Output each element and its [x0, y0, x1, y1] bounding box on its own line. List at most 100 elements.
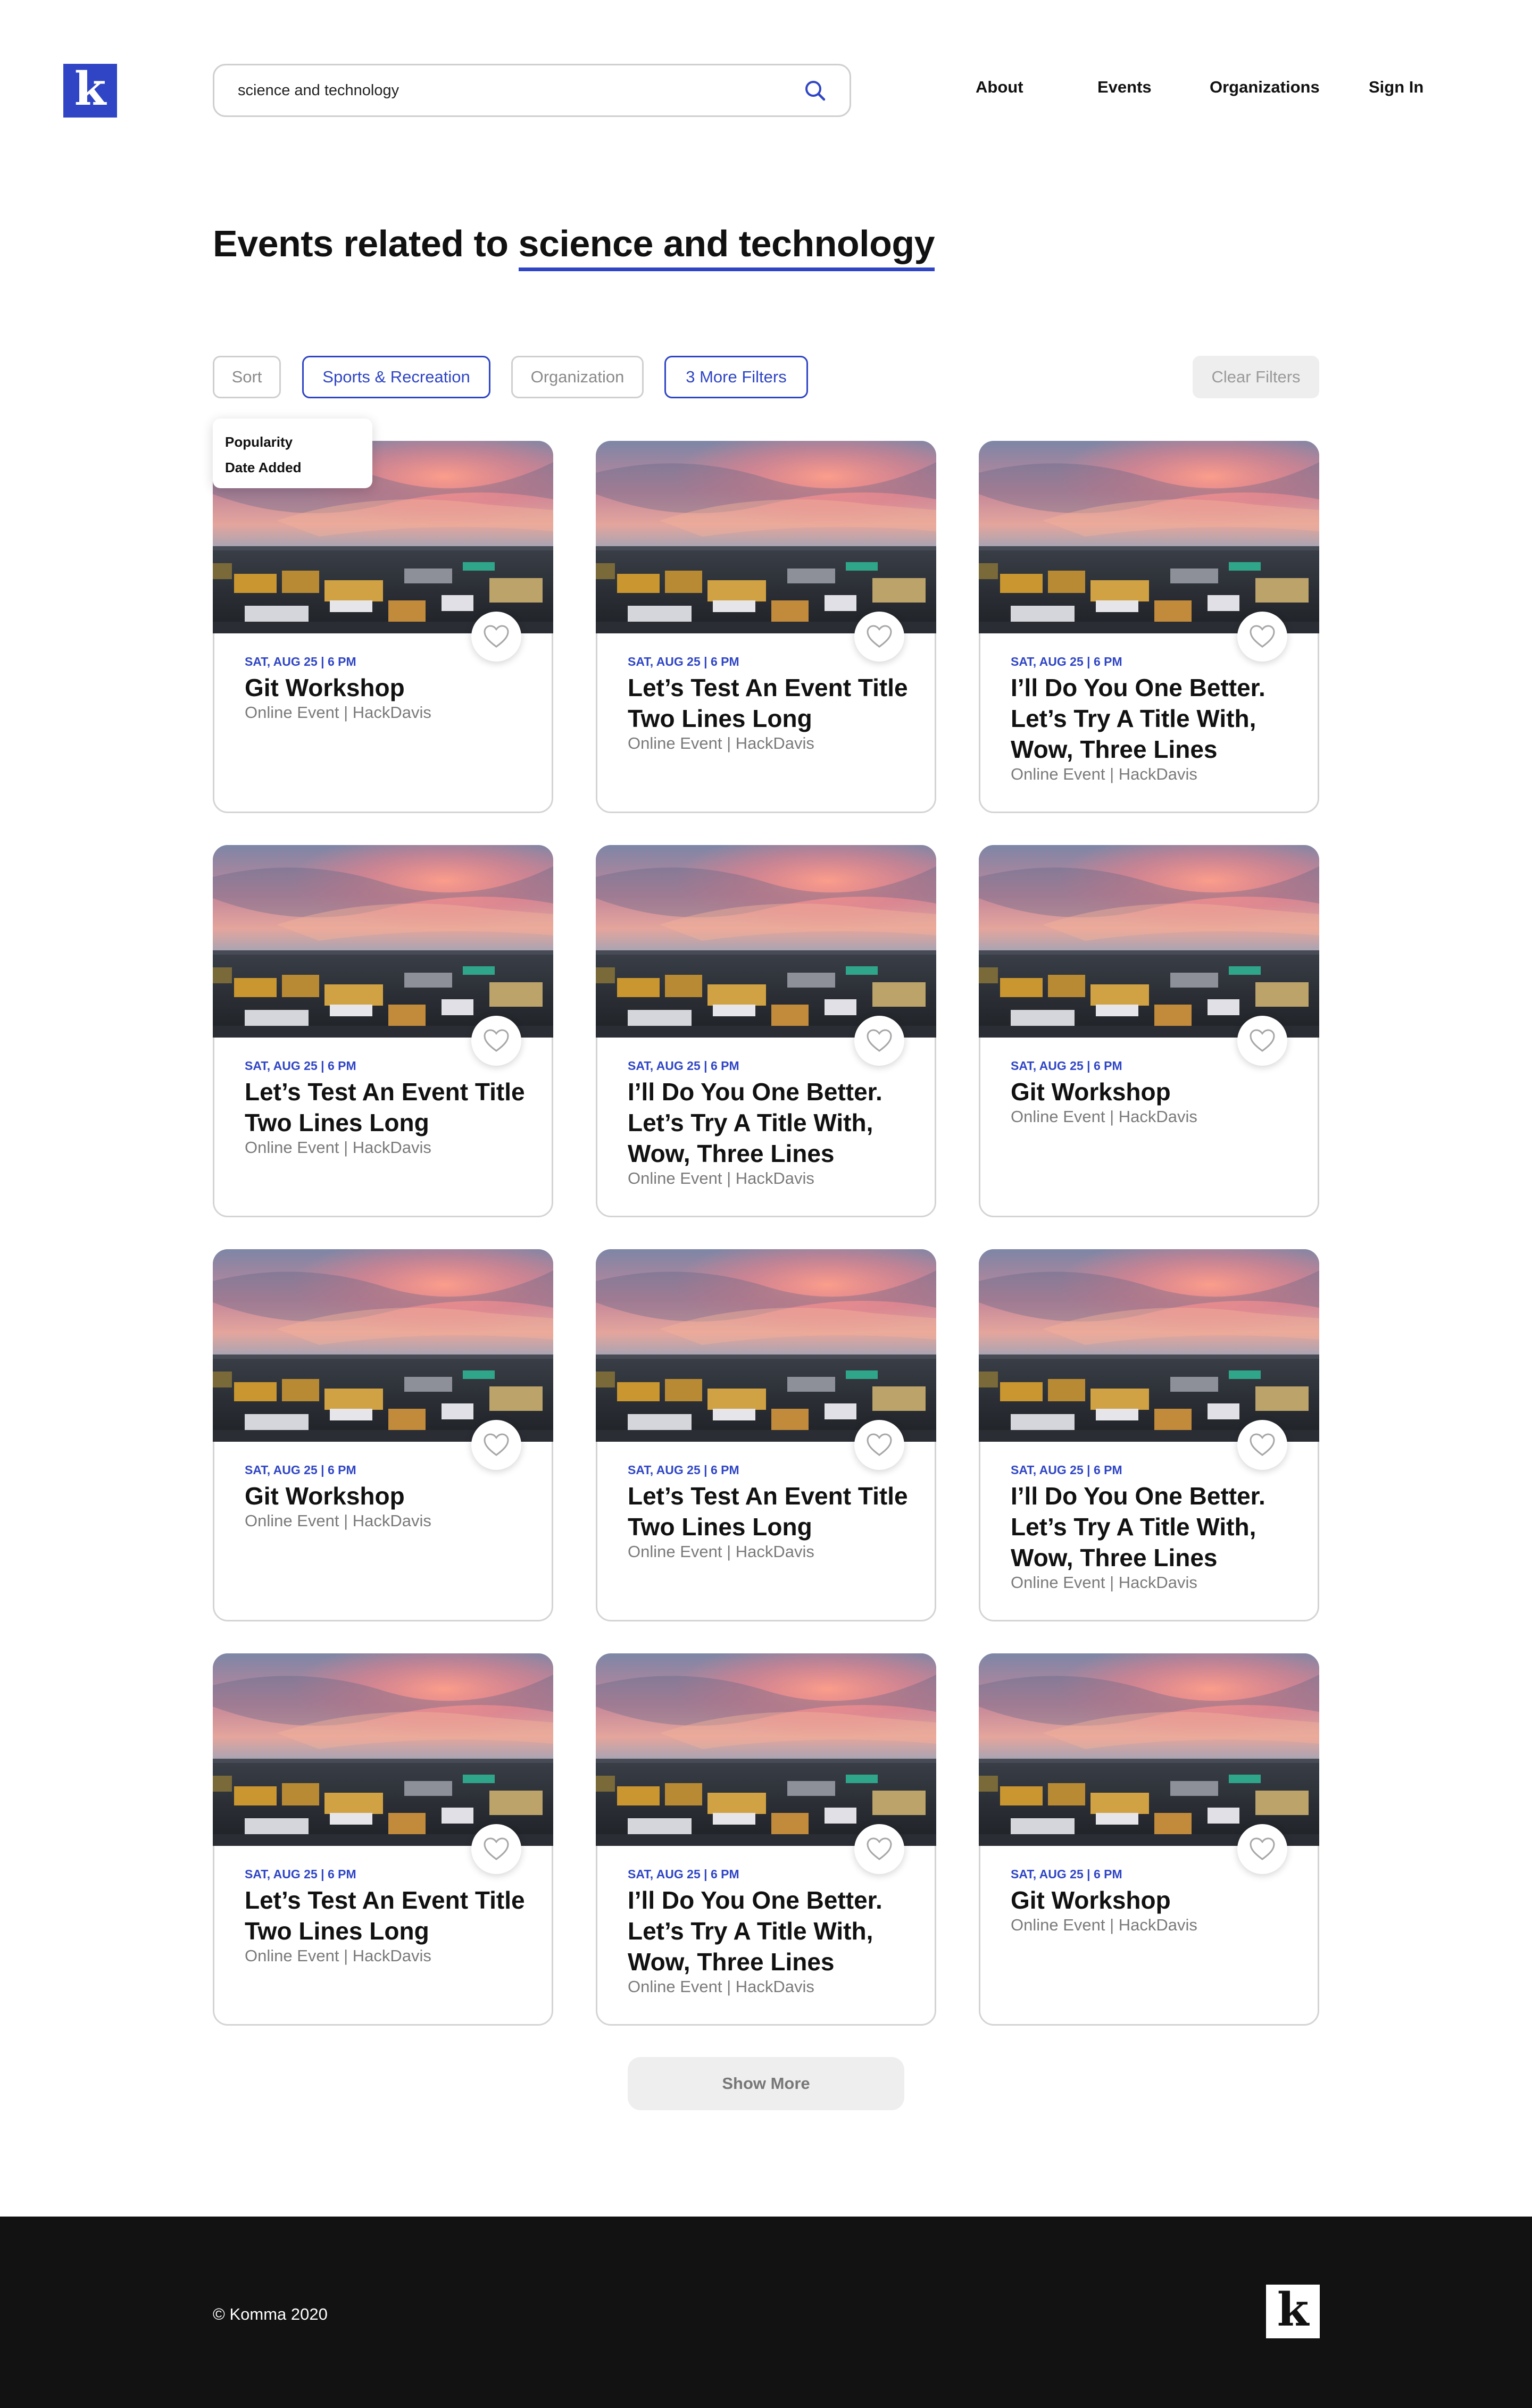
favorite-button[interactable]: [471, 1016, 521, 1066]
favorite-button[interactable]: [854, 1016, 904, 1066]
sort-option-popularity[interactable]: Popularity: [225, 434, 293, 450]
event-title-text: I’ll Do You One Better. Let’s Try A Titl…: [1011, 1482, 1265, 1571]
event-card[interactable]: SAT, AUG 25 | 6 PM Let’s Test An Event T…: [596, 441, 936, 813]
event-title-text: I’ll Do You One Better. Let’s Try A Titl…: [1011, 674, 1265, 763]
event-title-text: Git Workshop: [1011, 1078, 1171, 1106]
event-image: [213, 845, 553, 1038]
clear-filters-button[interactable]: Clear Filters: [1193, 356, 1319, 398]
event-title[interactable]: Let’s Test An Event Title Two Lines Long…: [245, 1076, 543, 1158]
event-meta: Online Event | HackDavis: [628, 1542, 814, 1561]
event-image: [213, 441, 553, 633]
footer: © Komma 2020 k: [0, 2217, 1532, 2408]
heart-icon: [867, 1029, 892, 1052]
event-title-text: I’ll Do You One Better. Let’s Try A Titl…: [628, 1078, 882, 1167]
event-title[interactable]: Git Workshop Online Event | HackDavis: [1011, 1076, 1309, 1127]
footer-logo-letter: k: [1277, 2282, 1309, 2337]
event-meta: Online Event | HackDavis: [1011, 1573, 1197, 1592]
category-filter-chip[interactable]: Sports & Recreation: [302, 356, 490, 398]
event-date: SAT, AUG 25 | 6 PM: [245, 1059, 356, 1073]
event-title-text: Let’s Test An Event Title Two Lines Long: [628, 1482, 908, 1541]
event-card[interactable]: SAT, AUG 25 | 6 PM Git Workshop Online E…: [213, 441, 553, 813]
event-title[interactable]: Git Workshop Online Event | HackDavis: [245, 1481, 543, 1532]
nav-events[interactable]: Events: [1097, 78, 1152, 96]
favorite-button[interactable]: [854, 612, 904, 662]
event-title[interactable]: I’ll Do You One Better. Let’s Try A Titl…: [628, 1076, 926, 1189]
event-date: SAT, AUG 25 | 6 PM: [628, 655, 739, 668]
event-date: SAT, AUG 25 | 6 PM: [1011, 1867, 1122, 1881]
nav-organizations[interactable]: Organizations: [1210, 78, 1320, 96]
heart-icon: [1250, 1029, 1275, 1052]
event-image: [596, 845, 936, 1038]
more-filters-chip[interactable]: 3 More Filters: [664, 356, 808, 398]
heart-icon: [484, 625, 509, 648]
event-card[interactable]: SAT, AUG 25 | 6 PM Let’s Test An Event T…: [596, 1249, 936, 1621]
event-title-text: Let’s Test An Event Title Two Lines Long: [245, 1886, 525, 1945]
search-input[interactable]: [238, 81, 804, 99]
nav-about[interactable]: About: [976, 78, 1023, 96]
event-date: SAT, AUG 25 | 6 PM: [245, 1463, 356, 1477]
favorite-button[interactable]: [1237, 1420, 1287, 1470]
heart-icon: [1250, 625, 1275, 648]
heart-icon: [1250, 1837, 1275, 1860]
favorite-button[interactable]: [1237, 612, 1287, 662]
show-more-button[interactable]: Show More: [628, 2057, 904, 2110]
event-title[interactable]: Git Workshop Online Event | HackDavis: [245, 672, 543, 723]
sort-option-date-added[interactable]: Date Added: [225, 459, 302, 475]
event-meta: Online Event | HackDavis: [245, 1138, 431, 1157]
event-title-text: Let’s Test An Event Title Two Lines Long: [245, 1078, 525, 1136]
favorite-button[interactable]: [471, 1824, 521, 1874]
event-date: SAT, AUG 25 | 6 PM: [1011, 1059, 1122, 1073]
favorite-button[interactable]: [1237, 1016, 1287, 1066]
event-title-text: Git Workshop: [1011, 1886, 1171, 1914]
event-title-text: Git Workshop: [245, 674, 405, 701]
event-card[interactable]: SAT, AUG 25 | 6 PM I’ll Do You One Bette…: [979, 441, 1319, 813]
event-image: [979, 1653, 1319, 1846]
event-card[interactable]: SAT, AUG 25 | 6 PM Let’s Test An Event T…: [213, 845, 553, 1217]
event-title[interactable]: Let’s Test An Event Title Two Lines Long…: [245, 1885, 543, 1967]
event-meta: Online Event | HackDavis: [1011, 1107, 1197, 1126]
favorite-button[interactable]: [854, 1824, 904, 1874]
event-meta: Online Event | HackDavis: [245, 703, 431, 722]
search-bar[interactable]: [213, 64, 851, 117]
event-title[interactable]: I’ll Do You One Better. Let’s Try A Titl…: [1011, 672, 1309, 785]
favorite-button[interactable]: [471, 612, 521, 662]
search-icon[interactable]: [804, 79, 826, 102]
event-meta: Online Event | HackDavis: [245, 1511, 431, 1530]
event-meta: Online Event | HackDavis: [628, 734, 814, 752]
event-card[interactable]: SAT, AUG 25 | 6 PM I’ll Do You One Bette…: [596, 1653, 936, 2026]
event-title[interactable]: I’ll Do You One Better. Let’s Try A Titl…: [1011, 1481, 1309, 1593]
event-title[interactable]: Let’s Test An Event Title Two Lines Long…: [628, 672, 926, 754]
footer-logo[interactable]: k: [1266, 2285, 1320, 2338]
event-title[interactable]: Let’s Test An Event Title Two Lines Long…: [628, 1481, 926, 1562]
event-date: SAT, AUG 25 | 6 PM: [245, 655, 356, 668]
event-meta: Online Event | HackDavis: [628, 1977, 814, 1996]
title-query: science and technology: [518, 223, 935, 271]
event-meta: Online Event | HackDavis: [1011, 1916, 1197, 1934]
event-title-text: I’ll Do You One Better. Let’s Try A Titl…: [628, 1886, 882, 1976]
copyright-text: © Komma 2020: [213, 2305, 328, 2323]
event-card[interactable]: SAT, AUG 25 | 6 PM I’ll Do You One Bette…: [979, 1249, 1319, 1621]
event-image: [979, 845, 1319, 1038]
event-card[interactable]: SAT, AUG 25 | 6 PM Git Workshop Online E…: [979, 845, 1319, 1217]
event-image: [596, 1249, 936, 1442]
event-card[interactable]: SAT, AUG 25 | 6 PM Let’s Test An Event T…: [213, 1653, 553, 2026]
event-card[interactable]: SAT, AUG 25 | 6 PM Git Workshop Online E…: [213, 1249, 553, 1621]
sort-button[interactable]: Sort: [213, 356, 281, 398]
event-date: SAT, AUG 25 | 6 PM: [1011, 1463, 1122, 1477]
organization-filter-chip[interactable]: Organization: [511, 356, 644, 398]
logo-letter: k: [74, 62, 106, 116]
nav-sign-in[interactable]: Sign In: [1369, 78, 1424, 96]
favorite-button[interactable]: [854, 1420, 904, 1470]
event-title[interactable]: I’ll Do You One Better. Let’s Try A Titl…: [628, 1885, 926, 1997]
event-meta: Online Event | HackDavis: [1011, 765, 1197, 783]
event-card[interactable]: SAT, AUG 25 | 6 PM I’ll Do You One Bette…: [596, 845, 936, 1217]
event-image: [979, 1249, 1319, 1442]
title-prefix: Events related to: [213, 223, 519, 264]
event-title[interactable]: Git Workshop Online Event | HackDavis: [1011, 1885, 1309, 1936]
favorite-button[interactable]: [1237, 1824, 1287, 1874]
event-meta: Online Event | HackDavis: [628, 1169, 814, 1188]
favorite-button[interactable]: [471, 1420, 521, 1470]
komma-logo[interactable]: k: [63, 64, 117, 118]
heart-icon: [867, 1837, 892, 1860]
event-card[interactable]: SAT, AUG 25 | 6 PM Git Workshop Online E…: [979, 1653, 1319, 2026]
